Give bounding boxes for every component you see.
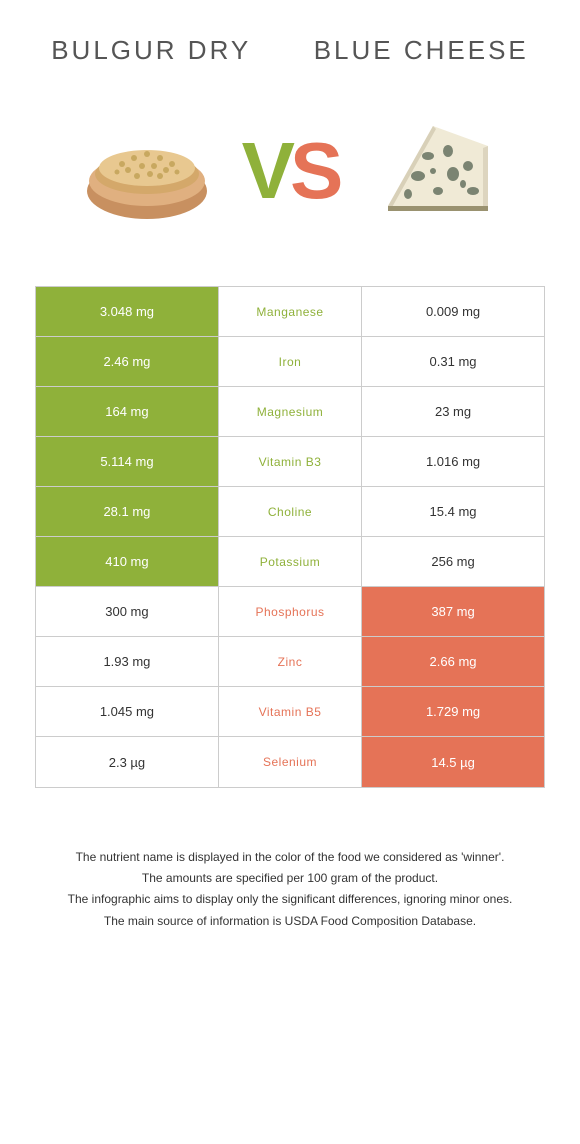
bulgur-image (72, 96, 222, 246)
left-value: 300 mg (36, 587, 219, 636)
left-value: 28.1 mg (36, 487, 219, 536)
table-row: 3.048 mgManganese0.009 mg (36, 287, 544, 337)
vs-v: V (242, 125, 290, 217)
footnote: The amounts are specified per 100 gram o… (35, 869, 545, 888)
left-value: 3.048 mg (36, 287, 219, 336)
table-row: 5.114 mgVitamin B31.016 mg (36, 437, 544, 487)
left-value: 2.3 µg (36, 737, 219, 787)
right-value: 1.729 mg (361, 687, 544, 736)
right-value: 387 mg (361, 587, 544, 636)
nutrient-label: Zinc (219, 637, 361, 686)
table-row: 1.045 mgVitamin B51.729 mg (36, 687, 544, 737)
images-row: VS (0, 86, 580, 286)
right-food-title: Blue cheese (314, 35, 529, 66)
table-row: 410 mgPotassium256 mg (36, 537, 544, 587)
nutrient-label: Choline (219, 487, 361, 536)
nutrient-label: Potassium (219, 537, 361, 586)
right-value: 2.66 mg (361, 637, 544, 686)
left-value: 164 mg (36, 387, 219, 436)
table-row: 300 mgPhosphorus387 mg (36, 587, 544, 637)
right-value: 14.5 µg (361, 737, 544, 787)
right-value: 15.4 mg (361, 487, 544, 536)
table-row: 164 mgMagnesium23 mg (36, 387, 544, 437)
left-value: 2.46 mg (36, 337, 219, 386)
footnotes: The nutrient name is displayed in the co… (35, 848, 545, 931)
vs-s: S (290, 125, 338, 217)
right-value: 1.016 mg (361, 437, 544, 486)
left-value: 1.045 mg (36, 687, 219, 736)
table-row: 2.46 mgIron0.31 mg (36, 337, 544, 387)
table-row: 1.93 mgZinc2.66 mg (36, 637, 544, 687)
vs-label: VS (242, 125, 339, 217)
left-value: 5.114 mg (36, 437, 219, 486)
nutrient-label: Selenium (219, 737, 361, 787)
nutrient-label: Manganese (219, 287, 361, 336)
left-value: 1.93 mg (36, 637, 219, 686)
nutrient-table: 3.048 mgManganese0.009 mg2.46 mgIron0.31… (35, 286, 545, 788)
right-value: 0.31 mg (361, 337, 544, 386)
left-value: 410 mg (36, 537, 219, 586)
nutrient-label: Vitamin B5 (219, 687, 361, 736)
nutrient-label: Vitamin B3 (219, 437, 361, 486)
footnote: The infographic aims to display only the… (35, 890, 545, 909)
left-food-title: Bulgur dry (51, 35, 251, 66)
right-value: 23 mg (361, 387, 544, 436)
table-row: 28.1 mgCholine15.4 mg (36, 487, 544, 537)
table-row: 2.3 µgSelenium14.5 µg (36, 737, 544, 787)
header: Bulgur dry Blue cheese (0, 0, 580, 86)
nutrient-label: Magnesium (219, 387, 361, 436)
blue-cheese-image (358, 96, 508, 246)
nutrient-label: Phosphorus (219, 587, 361, 636)
footnote: The main source of information is USDA F… (35, 912, 545, 931)
right-value: 0.009 mg (361, 287, 544, 336)
nutrient-label: Iron (219, 337, 361, 386)
footnote: The nutrient name is displayed in the co… (35, 848, 545, 867)
right-value: 256 mg (361, 537, 544, 586)
